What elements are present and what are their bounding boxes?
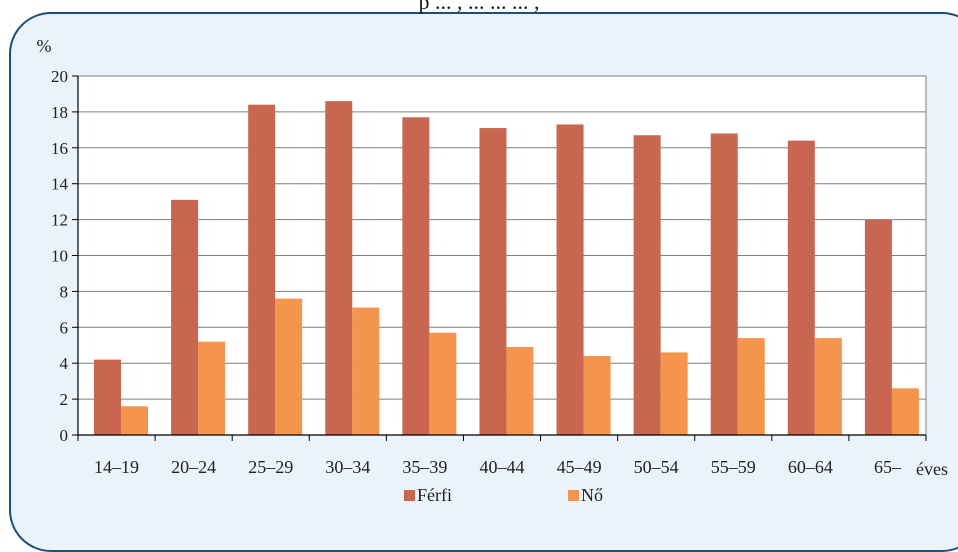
- legend-label-ferfi: Férfi: [417, 485, 452, 505]
- bar-no-5: [506, 347, 534, 435]
- chart-title-cutoff: p ... , ... ... ... ,: [418, 0, 540, 14]
- y-tick-labels: 0 2 4 6 8 10 12 14 16 18 20: [51, 67, 69, 445]
- bar-ferfi-2: [248, 104, 276, 435]
- x-tick-label: 20–24: [171, 457, 216, 477]
- bar-no-6: [583, 356, 611, 435]
- bars: [94, 101, 919, 436]
- bar-ferfi-9: [787, 140, 815, 435]
- bar-ferfi-5: [479, 128, 507, 435]
- legend-swatch-no: [568, 490, 579, 501]
- bar-no-9: [814, 338, 842, 435]
- y-tick-label: 14: [51, 175, 69, 194]
- y-tick-label: 8: [60, 282, 69, 301]
- bar-ferfi-10: [864, 219, 892, 435]
- y-tick-label: 2: [60, 390, 69, 409]
- legend-swatch-ferfi: [404, 490, 415, 501]
- y-tick-label: 4: [60, 354, 69, 373]
- bar-no-1: [198, 341, 226, 435]
- axes: [72, 75, 927, 441]
- x-tick-label: 35–39: [402, 457, 447, 477]
- y-tick-label: 10: [51, 247, 68, 266]
- bar-no-7: [660, 352, 688, 435]
- y-tick-label: 20: [51, 67, 68, 86]
- bar-no-10: [891, 388, 919, 435]
- x-tick-label: 40–44: [480, 457, 525, 477]
- bar-ferfi-3: [325, 101, 353, 435]
- x-tick-label: 30–34: [325, 457, 370, 477]
- legend-label-no: Nő: [581, 485, 603, 505]
- x-tick-label: 60–64: [788, 457, 833, 477]
- bar-no-0: [121, 406, 148, 435]
- y-axis-label: %: [37, 36, 52, 56]
- bar-ferfi-0: [94, 359, 121, 435]
- bar-ferfi-8: [710, 133, 738, 435]
- y-tick-label: 18: [51, 103, 68, 122]
- bar-no-4: [429, 332, 457, 435]
- bar-no-3: [352, 307, 380, 435]
- y-tick-label: 12: [51, 211, 68, 230]
- y-tick-label: 16: [51, 139, 68, 158]
- y-tick-label: 6: [60, 318, 69, 337]
- y-tick-label: 0: [60, 426, 69, 445]
- bar-ferfi-1: [171, 199, 199, 435]
- x-tick-label: 55–59: [711, 457, 756, 477]
- x-tick-labels: 14–19 20–24 25–29 30–34 35–39 40–44 45–49 50–54…: [94, 457, 902, 477]
- x-tick-label: 14–19: [94, 457, 139, 477]
- x-tick-label: 25–29: [248, 457, 293, 477]
- bar-ferfi-7: [633, 135, 661, 436]
- bar-no-8: [737, 338, 765, 435]
- x-tick-label: 65–: [874, 457, 902, 477]
- legend: Férfi Nő: [404, 485, 603, 505]
- x-axis-unit: éves: [916, 459, 948, 479]
- x-tick-label: 50–54: [634, 457, 679, 477]
- bar-ferfi-4: [402, 117, 430, 435]
- bar-chart: 0 2 4 6 8 10 12 14 16 18 20 14–19 20–24 25–29 30–34 35…: [37, 36, 948, 505]
- bar-no-2: [275, 298, 303, 435]
- bar-ferfi-6: [556, 124, 584, 435]
- x-tick-label: 45–49: [557, 457, 602, 477]
